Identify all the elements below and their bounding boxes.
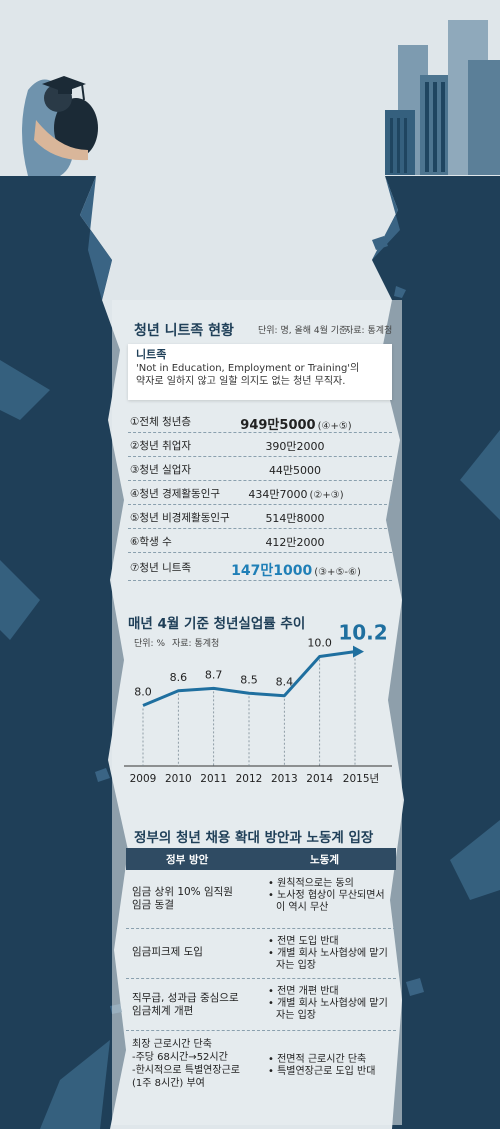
city-buildings-icon	[385, 20, 500, 175]
table-row: 임금피크제 도입 • 전면 도입 반대 • 개별 회사 노사협상에 맡기자는 입…	[126, 930, 396, 979]
table-row: ④청년 경제활동인구 434만7000 (②+③)	[128, 482, 392, 505]
tick-label: 2009	[130, 773, 157, 785]
tick-label: 2010	[165, 773, 192, 785]
chart-source: 자료: 통계청	[172, 639, 220, 649]
definition-line-2: 약자로 일하지 않고 일할 의지도 없는 청년 무직자.	[136, 376, 346, 387]
table-row: 최장 근로시간 단축 -주당 68시간→52시간 -한시적으로 특별연장근로 (…	[126, 1034, 396, 1104]
chart-unit-note: 단위: %	[134, 639, 166, 649]
gov-plan: 최장 근로시간 단축 -주당 68시간→52시간 -한시적으로 특별연장근로 (…	[132, 1039, 240, 1089]
row-label: ①전체 청년층	[130, 416, 192, 428]
labor-position: • 전면적 근로시간 단축 • 특별연장근로 도입 반대	[268, 1054, 376, 1077]
series-line	[142, 650, 356, 707]
row-value: 390만2000	[265, 440, 325, 453]
table-row: ②청년 취업자 390만2000	[128, 434, 392, 457]
row-value: 412만2000	[265, 536, 325, 549]
gov-plan: 임금피크제 도입	[132, 946, 203, 958]
neet-definition-box: 니트족 'Not in Education, Employment or Tra…	[128, 344, 392, 400]
data-label: 8.0	[134, 686, 152, 699]
labor-position: • 전면 개편 반대 • 개별 회사 노사협상에 맡기자는 입장	[268, 986, 388, 1021]
row-label: ③청년 실업자	[130, 464, 192, 476]
tick-label: 2012	[236, 773, 263, 785]
row-label: ⑦청년 니트족	[130, 562, 192, 574]
row-formula: (②+③)	[309, 490, 344, 501]
tick-label: 2015년	[343, 773, 379, 785]
table-row: ⑤청년 비경제활동인구 514만8000	[128, 506, 392, 529]
table-row: ①전체 청년층 949만5000 (④+⑤)	[128, 410, 392, 433]
neet-source: 자료: 통계청	[345, 326, 393, 336]
gov-plan: 임금 상위 10% 임직원 임금 동결	[132, 886, 233, 911]
data-label: 8.7	[205, 668, 223, 681]
row-label: ⑤청년 비경제활동인구	[130, 512, 230, 524]
head-labor: 노동계	[310, 854, 339, 866]
definition-term: 니트족	[136, 348, 167, 361]
data-label: 10.0	[307, 637, 332, 650]
table-row: ③청년 실업자 44만5000	[128, 458, 392, 481]
tick-label: 2011	[200, 773, 227, 785]
row-value: 514만8000	[265, 512, 325, 525]
row-value: 949만5000	[240, 418, 316, 433]
data-label: 8.4	[276, 676, 294, 689]
table-row: 직무급, 성과급 중심으로 임금체계 개편 • 전면 개편 반대 • 개별 회사…	[126, 980, 396, 1031]
row-value: 44만5000	[268, 464, 322, 477]
row-label: ④청년 경제활동인구	[130, 488, 221, 500]
row-formula: (④+⑤)	[317, 421, 352, 432]
data-label: 10.2	[338, 621, 387, 645]
row-label: ②청년 취업자	[130, 440, 192, 452]
head-gov: 정부 방안	[166, 854, 209, 866]
policy-table-header: 정부 방안 노동계	[126, 848, 396, 870]
tick-label: 2014	[306, 773, 333, 785]
row-formula: (③+⑤-⑥)	[314, 567, 361, 578]
tick-label: 2013	[271, 773, 298, 785]
data-label: 8.6	[170, 671, 188, 684]
policy-table: 정부 방안 노동계 임금 상위 10% 임직원 임금 동결 • 원칙적으로는 동…	[126, 848, 396, 1110]
data-label: 8.5	[240, 673, 258, 686]
definition-line-1: 'Not in Education, Employment or Trainin…	[136, 363, 360, 374]
gov-plan: 직무급, 성과급 중심으로 임금체계 개편	[132, 992, 239, 1017]
row-value: 434만7000	[248, 488, 308, 501]
chart-title: 매년 4월 기준 청년실업률 추이	[128, 616, 306, 632]
labor-position: • 원칙적으로는 동의 • 노사정 협상이 무산되면서 이 역시 무산	[268, 878, 385, 913]
table-row: 임금 상위 10% 임직원 임금 동결 • 원칙적으로는 동의 • 노사정 협상…	[126, 872, 396, 929]
policy-title: 정부의 청년 채용 확대 방안과 노동계 입장	[134, 830, 374, 846]
table-row: ⑥학생 수 412만2000	[128, 530, 392, 553]
row-label: ⑥학생 수	[130, 536, 172, 548]
neet-unit-note: 단위: 명, 올해 4월 기준.	[258, 326, 351, 336]
labor-position: • 전면 도입 반대 • 개별 회사 노사협상에 맡기자는 입장	[268, 936, 388, 971]
graduate-student-icon	[22, 76, 98, 176]
series-end-arrow	[353, 645, 364, 658]
row-value: 147만1000	[231, 563, 313, 579]
neet-title: 청년 니트족 현황	[134, 323, 234, 339]
table-row: ⑦청년 니트족 147만1000 (③+⑤-⑥)	[128, 556, 392, 581]
